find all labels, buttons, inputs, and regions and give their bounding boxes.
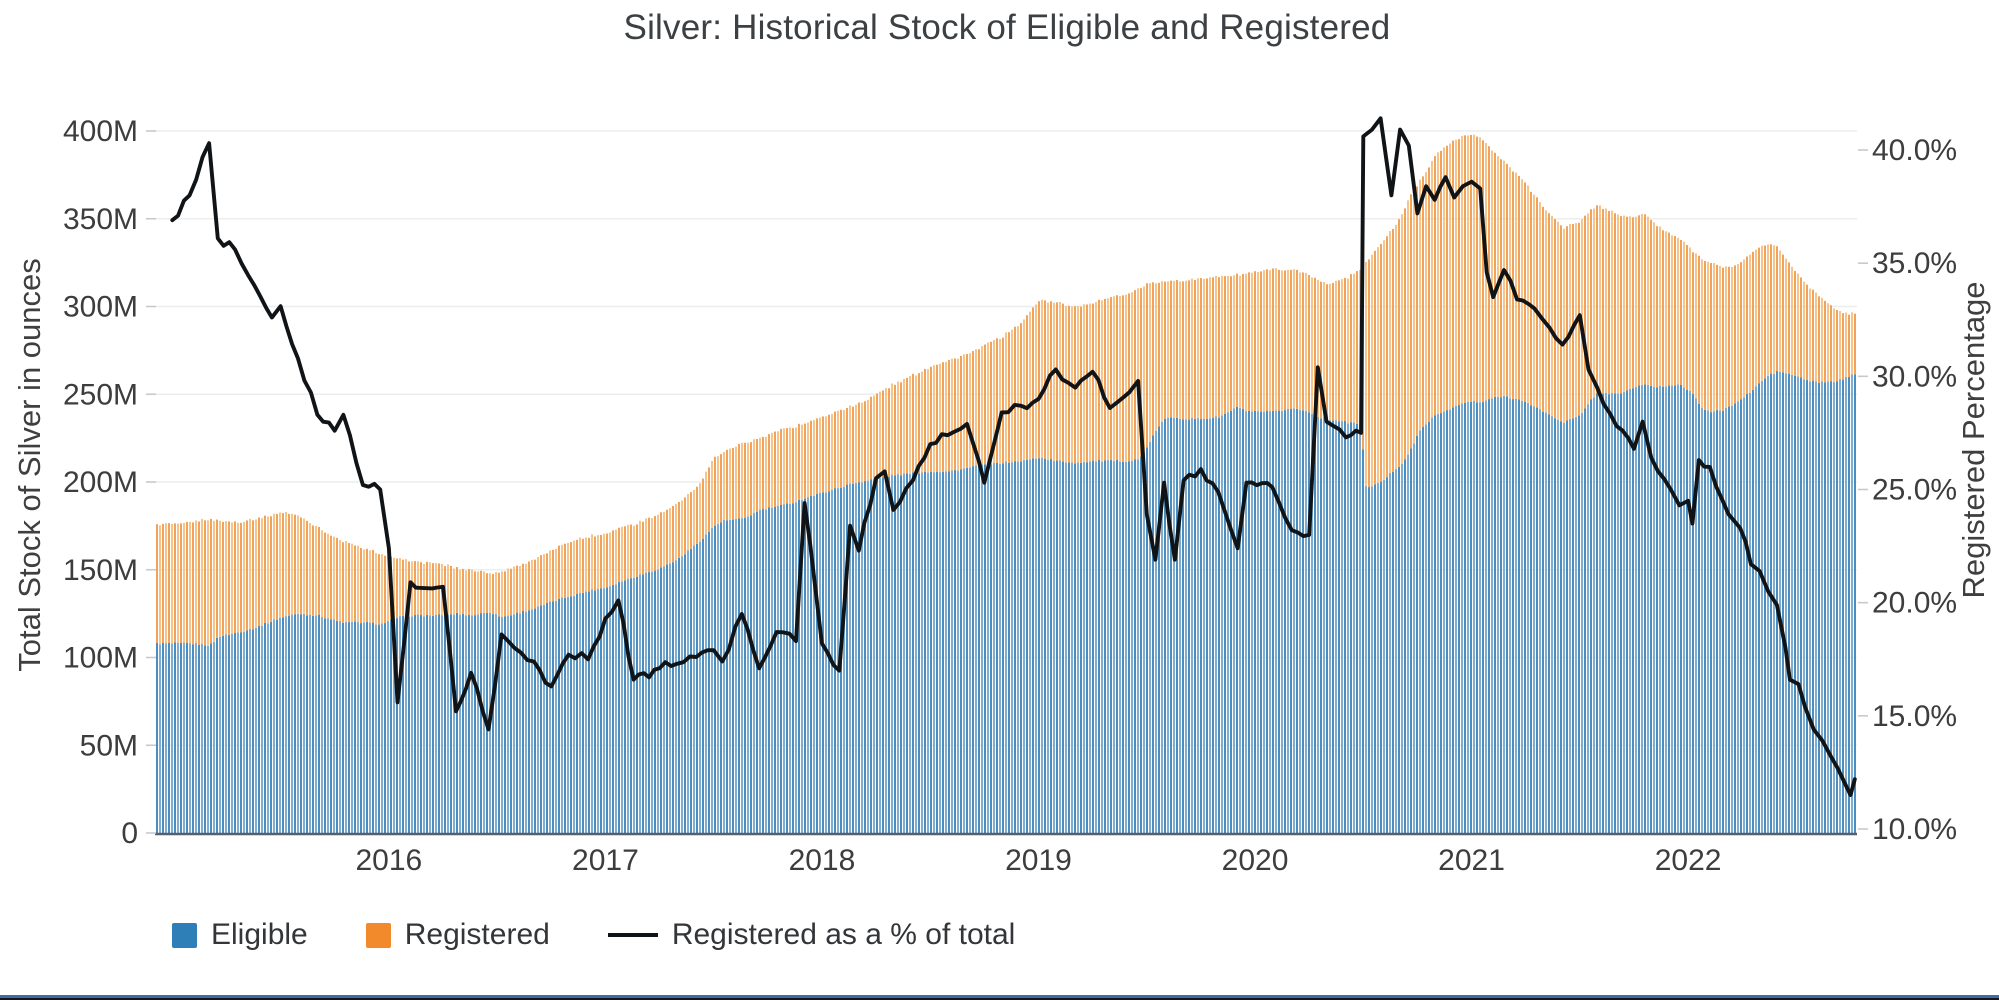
left-tick-label: 200M: [63, 466, 138, 499]
legend-label-registered-pct: Registered as a % of total: [671, 918, 1016, 951]
right-tick-label: 25.0%: [1872, 474, 1957, 507]
right-axis-ticks: 10.0% 15.0% 20.0% 25.0% 30.0% 35.0% 40.0%: [1858, 134, 1957, 846]
left-tick-label: 50M: [80, 729, 138, 762]
right-tick-label: 10.0%: [1872, 813, 1957, 846]
legend-item-registered[interactable]: Registered: [365, 918, 550, 952]
left-axis-title: Total Stock of Silver in ounces: [12, 258, 47, 672]
left-axis-ticks: 0 50M 100M 150M 200M 250M 300M 350M 400M: [63, 115, 156, 850]
left-tick-label: 400M: [63, 115, 138, 148]
left-tick-label: 100M: [63, 642, 138, 675]
legend-item-registered-pct[interactable]: Registered as a % of total: [607, 918, 1016, 952]
registered-pct-line: [170, 116, 1857, 797]
right-tick-label: 15.0%: [1872, 700, 1957, 733]
right-axis-title: Registered Percentage: [1956, 281, 1991, 599]
eligible-bars: [156, 371, 1856, 833]
right-tick-label: 35.0%: [1872, 247, 1957, 280]
left-tick-label: 250M: [63, 378, 138, 411]
x-axis-ticks: 2016 2017 2018 2019 2020 2021 2022: [355, 844, 1721, 877]
x-tick-label: 2019: [1005, 844, 1072, 877]
x-tick-label: 2022: [1655, 844, 1722, 877]
x-tick-label: 2021: [1438, 844, 1505, 877]
eligible-swatch-icon: [172, 922, 197, 948]
registered-swatch-icon: [365, 922, 391, 948]
legend-label-eligible: Eligible: [211, 918, 308, 951]
x-tick-label: 2016: [355, 844, 422, 877]
left-tick-label: 350M: [63, 203, 138, 236]
legend-item-eligible[interactable]: Eligible: [172, 918, 308, 952]
right-tick-label: 30.0%: [1872, 360, 1957, 393]
x-tick-label: 2018: [789, 844, 856, 877]
right-tick-label: 40.0%: [1872, 134, 1957, 167]
chart-title: Silver: Historical Stock of Eligible and…: [623, 8, 1391, 47]
legend-label-registered: Registered: [404, 918, 550, 951]
chart-legend: Eligible Registered Registered as a % of…: [172, 918, 1015, 952]
page-bottom-border: [0, 995, 1999, 1000]
pct-line-swatch-icon: [607, 933, 658, 937]
x-tick-label: 2017: [572, 844, 639, 877]
registered-bars: [156, 134, 1856, 646]
x-tick-label: 2020: [1222, 844, 1289, 877]
left-tick-label: 300M: [63, 291, 138, 324]
right-tick-label: 20.0%: [1872, 587, 1957, 620]
left-tick-label: 150M: [63, 554, 138, 587]
left-tick-label: 0: [121, 817, 138, 850]
